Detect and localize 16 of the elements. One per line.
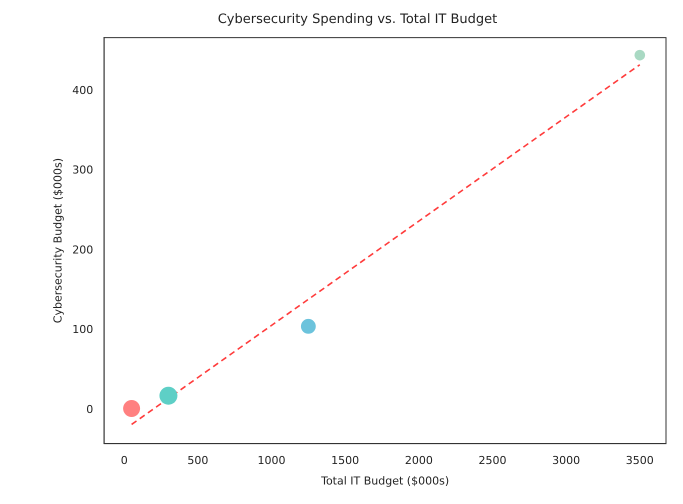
- x-tick-label: 1500: [331, 454, 360, 468]
- x-tick-label: 3000: [552, 454, 580, 468]
- y-tick-label: 100: [72, 323, 94, 336]
- x-tick-label: 2000: [404, 454, 433, 468]
- x-axis-title: Total IT Budget ($000s): [320, 474, 450, 488]
- y-tick-label: 0: [86, 402, 94, 416]
- y-tick-label: 400: [72, 84, 94, 97]
- y-tick-label: 300: [72, 164, 94, 177]
- x-tick-label: 2500: [478, 454, 506, 468]
- y-axis-title: Cybersecurity Budget ($000s): [51, 158, 64, 324]
- x-tick-label: 1000: [258, 454, 286, 468]
- chart-title: Cybersecurity Spending vs. Total IT Budget: [218, 12, 498, 28]
- x-tick-label: 3500: [626, 454, 654, 468]
- y-tick-label: 200: [72, 243, 94, 256]
- x-tick-label: 0: [120, 454, 128, 468]
- x-tick-label: 500: [187, 454, 208, 468]
